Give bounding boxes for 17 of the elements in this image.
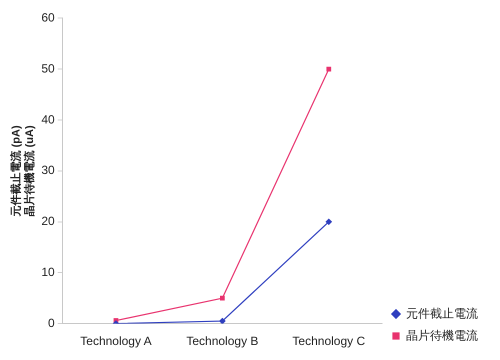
y-axis-title: 元件截止電流 (pA) 晶片待機電流 (uA): [10, 125, 36, 218]
y-tick-label: 0: [48, 316, 56, 330]
legend-label: 晶片待機電流: [406, 328, 478, 342]
point: [326, 218, 332, 225]
x-tick-label: Technology B: [186, 334, 258, 348]
y-tick-label: 20: [41, 214, 56, 228]
point: [219, 318, 226, 324]
legend-label: 元件截止電流: [406, 306, 478, 320]
y-tick-label: 10: [41, 265, 56, 280]
y-tick-label: 60: [41, 10, 56, 25]
y-tick-label: 30: [41, 163, 56, 178]
point: [220, 296, 225, 301]
y-tick-label: 40: [41, 112, 56, 126]
x-tick-label: Technology A: [80, 334, 152, 348]
x-tick-label: Technology C: [292, 334, 366, 348]
point: [326, 66, 332, 72]
y-tick-label: 50: [41, 61, 56, 76]
